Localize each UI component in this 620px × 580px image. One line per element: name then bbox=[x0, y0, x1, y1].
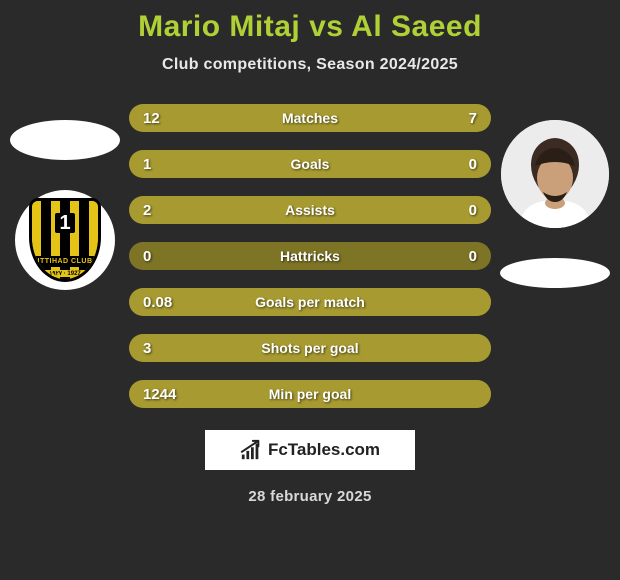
player-photo-right bbox=[501, 120, 609, 228]
stat-label: Shots per goal bbox=[191, 340, 429, 356]
stat-label: Matches bbox=[191, 110, 429, 126]
attribution-text: FcTables.com bbox=[268, 440, 380, 460]
stat-value-right: 0 bbox=[429, 156, 477, 173]
chart-up-icon bbox=[240, 439, 262, 461]
stat-label: Goals per match bbox=[191, 294, 429, 310]
page-title: Mario Mitaj vs Al Saeed bbox=[0, 0, 620, 44]
stat-value-right: 0 bbox=[429, 248, 477, 265]
stat-value-left: 1244 bbox=[143, 386, 191, 403]
stat-row: 2Assists0 bbox=[129, 196, 491, 224]
player-left-side: 1 ITTIHAD CLUB ١٩٢٧ · 1927 bbox=[10, 120, 120, 290]
club-badge-left: 1 ITTIHAD CLUB ١٩٢٧ · 1927 bbox=[15, 190, 115, 290]
avatar-placeholder-left bbox=[10, 120, 120, 160]
stat-label: Hattricks bbox=[191, 248, 429, 264]
stat-value-right: 0 bbox=[429, 202, 477, 219]
club-year: ١٩٢٧ · 1927 bbox=[32, 270, 98, 277]
club-name-band: ITTIHAD CLUB bbox=[32, 256, 98, 267]
stat-value-right: 7 bbox=[429, 110, 477, 127]
stat-value-left: 12 bbox=[143, 110, 191, 127]
club-placeholder-right bbox=[500, 258, 610, 288]
player-right-side bbox=[500, 120, 610, 288]
stat-value-left: 2 bbox=[143, 202, 191, 219]
club-shirt-number: 1 bbox=[55, 213, 74, 233]
stat-row: 3Shots per goal bbox=[129, 334, 491, 362]
stats-container: 12Matches71Goals02Assists00Hattricks00.0… bbox=[129, 104, 491, 408]
person-icon bbox=[501, 120, 609, 228]
stat-value-left: 0 bbox=[143, 248, 191, 265]
club-badge-inner: 1 ITTIHAD CLUB ١٩٢٧ · 1927 bbox=[29, 198, 101, 282]
stat-value-left: 0.08 bbox=[143, 294, 191, 311]
footer-date: 28 february 2025 bbox=[0, 488, 620, 505]
stat-label: Assists bbox=[191, 202, 429, 218]
subtitle: Club competitions, Season 2024/2025 bbox=[0, 56, 620, 74]
stat-value-left: 1 bbox=[143, 156, 191, 173]
attribution: FcTables.com bbox=[205, 430, 415, 470]
stat-label: Min per goal bbox=[191, 386, 429, 402]
stat-value-left: 3 bbox=[143, 340, 191, 357]
stat-row: 0.08Goals per match bbox=[129, 288, 491, 316]
stat-row: 0Hattricks0 bbox=[129, 242, 491, 270]
stat-label: Goals bbox=[191, 156, 429, 172]
stat-row: 1244Min per goal bbox=[129, 380, 491, 408]
stat-row: 12Matches7 bbox=[129, 104, 491, 132]
stat-row: 1Goals0 bbox=[129, 150, 491, 178]
